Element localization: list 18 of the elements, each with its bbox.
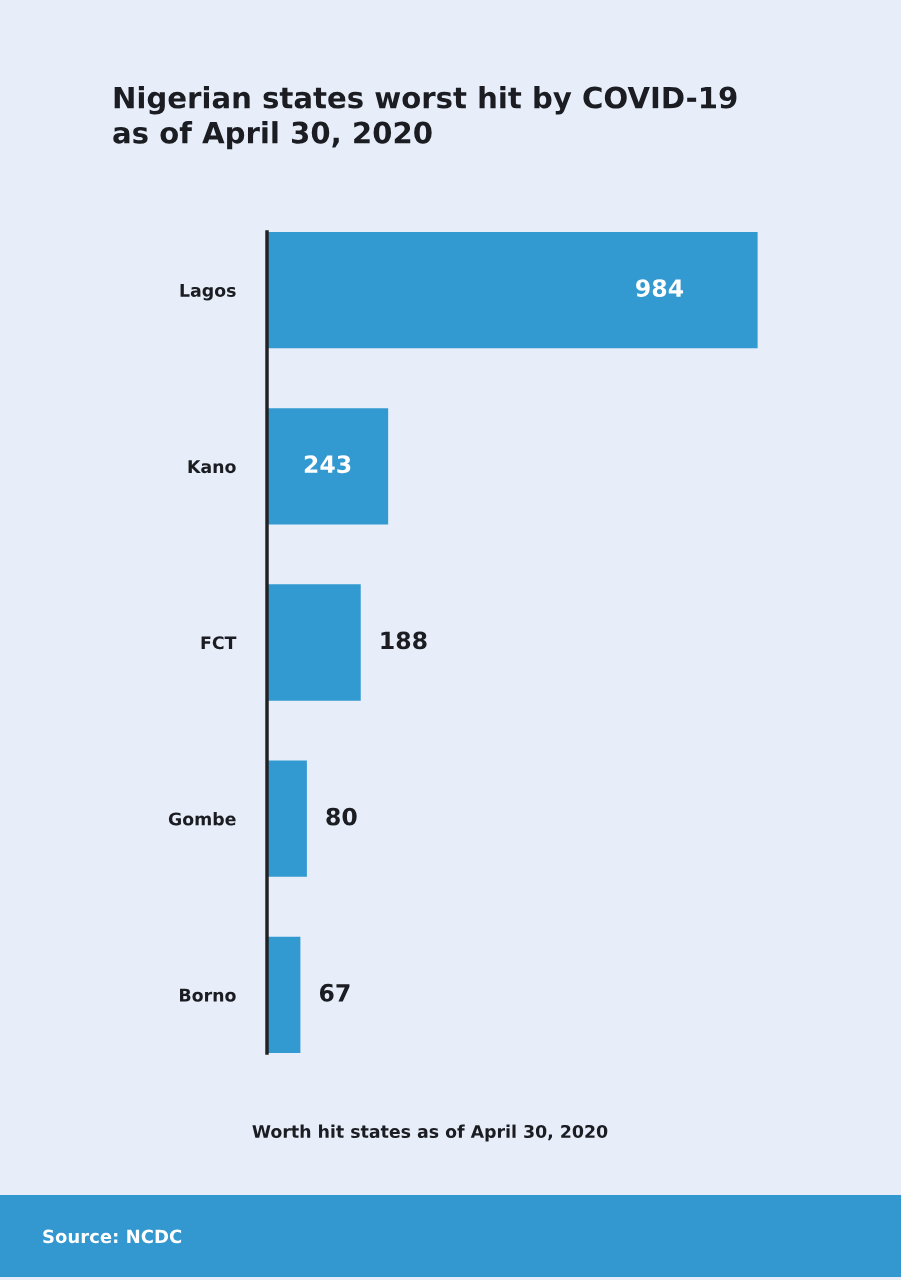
y-tick-label: Gombe [168, 812, 236, 826]
chart-title: Nigerian states worst hit by COVID-19 as of April 30, 2020 [113, 86, 737, 150]
data-label: 67 [319, 983, 350, 1002]
bar [267, 408, 389, 525]
data-label: 984 [636, 279, 684, 297]
bar [267, 936, 301, 1053]
bar [267, 232, 758, 349]
y-tick-label: Lagos [180, 284, 236, 301]
data-label: 80 [326, 807, 357, 826]
y-tick-label: FCT [201, 636, 237, 650]
data-label: 188 [381, 631, 427, 650]
data-label: 243 [304, 455, 351, 474]
bar [267, 760, 307, 877]
y-tick-label: Borno [180, 988, 236, 1002]
bar [267, 584, 361, 701]
y-tick-label: Kano [188, 460, 236, 474]
x-axis-title: Worth hit states as of April 30, 2020 [252, 1124, 608, 1142]
source-note: Source: NCDC [43, 1229, 182, 1244]
